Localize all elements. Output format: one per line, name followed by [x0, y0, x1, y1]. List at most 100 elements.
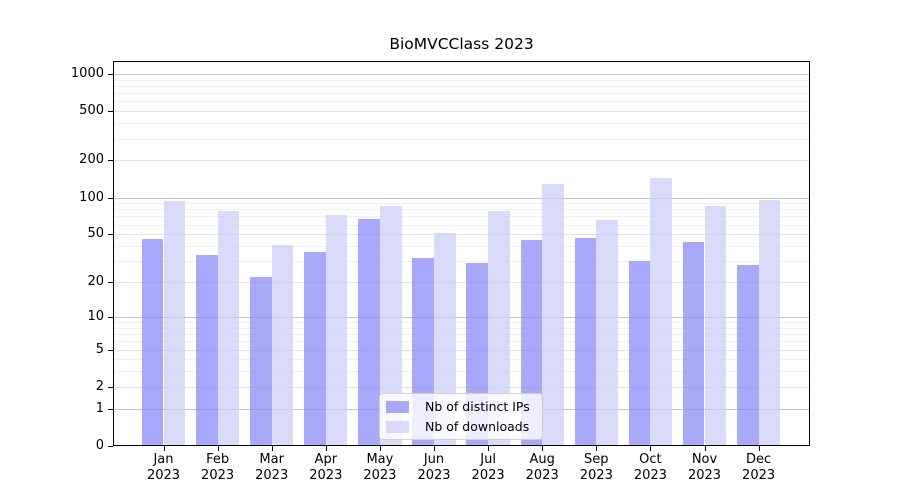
bar-nb-of-downloads-jun — [434, 233, 456, 446]
gridline-minor — [113, 138, 810, 140]
x-tick-year: 2023 — [525, 468, 559, 483]
gridline-minor — [113, 224, 810, 226]
gridline — [113, 197, 810, 199]
x-tick-year: 2023 — [579, 468, 613, 483]
x-tick-label-feb: Feb 2023 — [186, 452, 250, 484]
y-tick — [108, 446, 113, 447]
gridline-minor — [113, 216, 810, 218]
x-tick-month: Dec — [746, 452, 772, 467]
legend-row-nb-of-downloads: Nb of downloads — [386, 419, 530, 434]
x-tick-year: 2023 — [417, 468, 451, 483]
gridline-minor — [113, 359, 810, 361]
y-tick — [108, 234, 113, 236]
gridline-minor — [113, 101, 810, 103]
gridline-minor — [113, 327, 810, 329]
bar-nb-of-downloads-aug — [542, 183, 564, 446]
x-tick — [325, 446, 327, 451]
x-tick — [650, 446, 652, 451]
y-tick — [108, 197, 113, 199]
x-tick-year: 2023 — [363, 468, 397, 483]
x-tick-month: Jul — [480, 452, 496, 467]
x-tick-label-may: May 2023 — [348, 452, 412, 484]
x-tick-year: 2023 — [742, 468, 776, 483]
y-tick — [108, 349, 113, 351]
legend-row-nb-of-distinct-ips: Nb of distinct IPs — [386, 399, 530, 414]
gridline-minor — [113, 203, 810, 205]
gridline-minor — [113, 85, 810, 87]
y-tick-label: 5 — [95, 341, 104, 357]
x-tick — [434, 446, 435, 451]
y-tick-label: 500 — [79, 103, 104, 119]
bar-nb-of-distinct-ips-nov — [682, 242, 705, 446]
y-tick — [108, 73, 113, 75]
y-tick-label: 20 — [87, 274, 104, 289]
y-tick-label: 200 — [79, 152, 104, 168]
gridline-minor — [113, 322, 810, 323]
x-tick — [163, 446, 165, 451]
x-tick — [217, 446, 219, 451]
y-tick-label: 10 — [87, 308, 104, 324]
gridline — [113, 316, 810, 318]
y-tick — [108, 408, 113, 410]
x-tick-month: Sep — [584, 452, 609, 467]
bar-nb-of-downloads-jan — [163, 200, 186, 446]
bar-nb-of-downloads-sep — [596, 220, 618, 446]
gridline — [113, 386, 810, 388]
x-tick-label-jul: Jul 2023 — [456, 452, 520, 484]
gridline-minor — [113, 209, 810, 211]
x-tick-month: Jun — [423, 452, 445, 467]
bar-nb-of-downloads-dec — [758, 199, 781, 446]
bar-nb-of-downloads-oct — [650, 178, 673, 446]
bar-nb-of-downloads-apr — [325, 214, 348, 446]
y-tick-label: 0 — [95, 438, 104, 453]
bar-nb-of-distinct-ips-jan — [141, 238, 164, 446]
bar-nb-of-distinct-ips-mar — [250, 277, 272, 446]
gridline-minor — [113, 246, 810, 247]
x-tick-year: 2023 — [471, 468, 505, 483]
bar-nb-of-downloads-jul — [488, 210, 510, 446]
x-tick — [488, 446, 490, 451]
gridline — [113, 73, 810, 75]
gridline — [113, 234, 810, 236]
gridline — [113, 111, 810, 113]
bar-nb-of-distinct-ips-may — [358, 218, 380, 446]
bar-nb-of-downloads-feb — [217, 211, 240, 446]
x-tick-label-nov: Nov 2023 — [673, 452, 737, 484]
x-tick-label-jan: Jan 2023 — [132, 452, 196, 484]
x-tick-year: 2023 — [146, 468, 181, 483]
bar-nb-of-downloads-may — [379, 205, 402, 446]
x-tick — [758, 446, 760, 451]
gridline-minor — [113, 261, 810, 263]
bar-nb-of-distinct-ips-dec — [736, 264, 759, 446]
bar-nb-of-distinct-ips-apr — [304, 251, 326, 446]
y-tick — [108, 316, 113, 318]
y-tick-label: 2 — [95, 378, 104, 394]
x-tick — [271, 446, 273, 451]
x-tick-label-apr: Apr 2023 — [294, 452, 358, 484]
y-tick — [108, 282, 113, 283]
x-tick-year: 2023 — [687, 468, 722, 483]
x-tick-label-dec: Dec 2023 — [727, 452, 791, 484]
x-tick-year: 2023 — [633, 468, 667, 483]
x-tick-month: Oct — [639, 452, 662, 467]
x-tick — [596, 446, 598, 451]
y-tick — [108, 111, 113, 113]
legend-label: Nb of distinct IPs — [425, 399, 530, 414]
x-tick-month: Aug — [529, 452, 555, 467]
gridline — [113, 282, 810, 283]
legend-label: Nb of downloads — [425, 419, 530, 434]
bar-nb-of-distinct-ips-oct — [628, 261, 651, 446]
y-tick-label: 100 — [79, 189, 104, 205]
gridline — [113, 349, 810, 351]
legend-swatch-nb-of-distinct-ips — [386, 400, 409, 413]
x-tick-year: 2023 — [309, 468, 343, 483]
bar-nb-of-downloads-nov — [704, 206, 727, 446]
chart-title: BioMVCClass 2023 — [389, 35, 534, 53]
bar-nb-of-downloads-mar — [271, 244, 294, 446]
plot-area — [113, 61, 810, 446]
y-tick — [108, 160, 113, 162]
gridline-minor — [113, 371, 810, 373]
x-tick-year: 2023 — [255, 468, 289, 483]
y-tick-label: 1 — [95, 400, 104, 416]
